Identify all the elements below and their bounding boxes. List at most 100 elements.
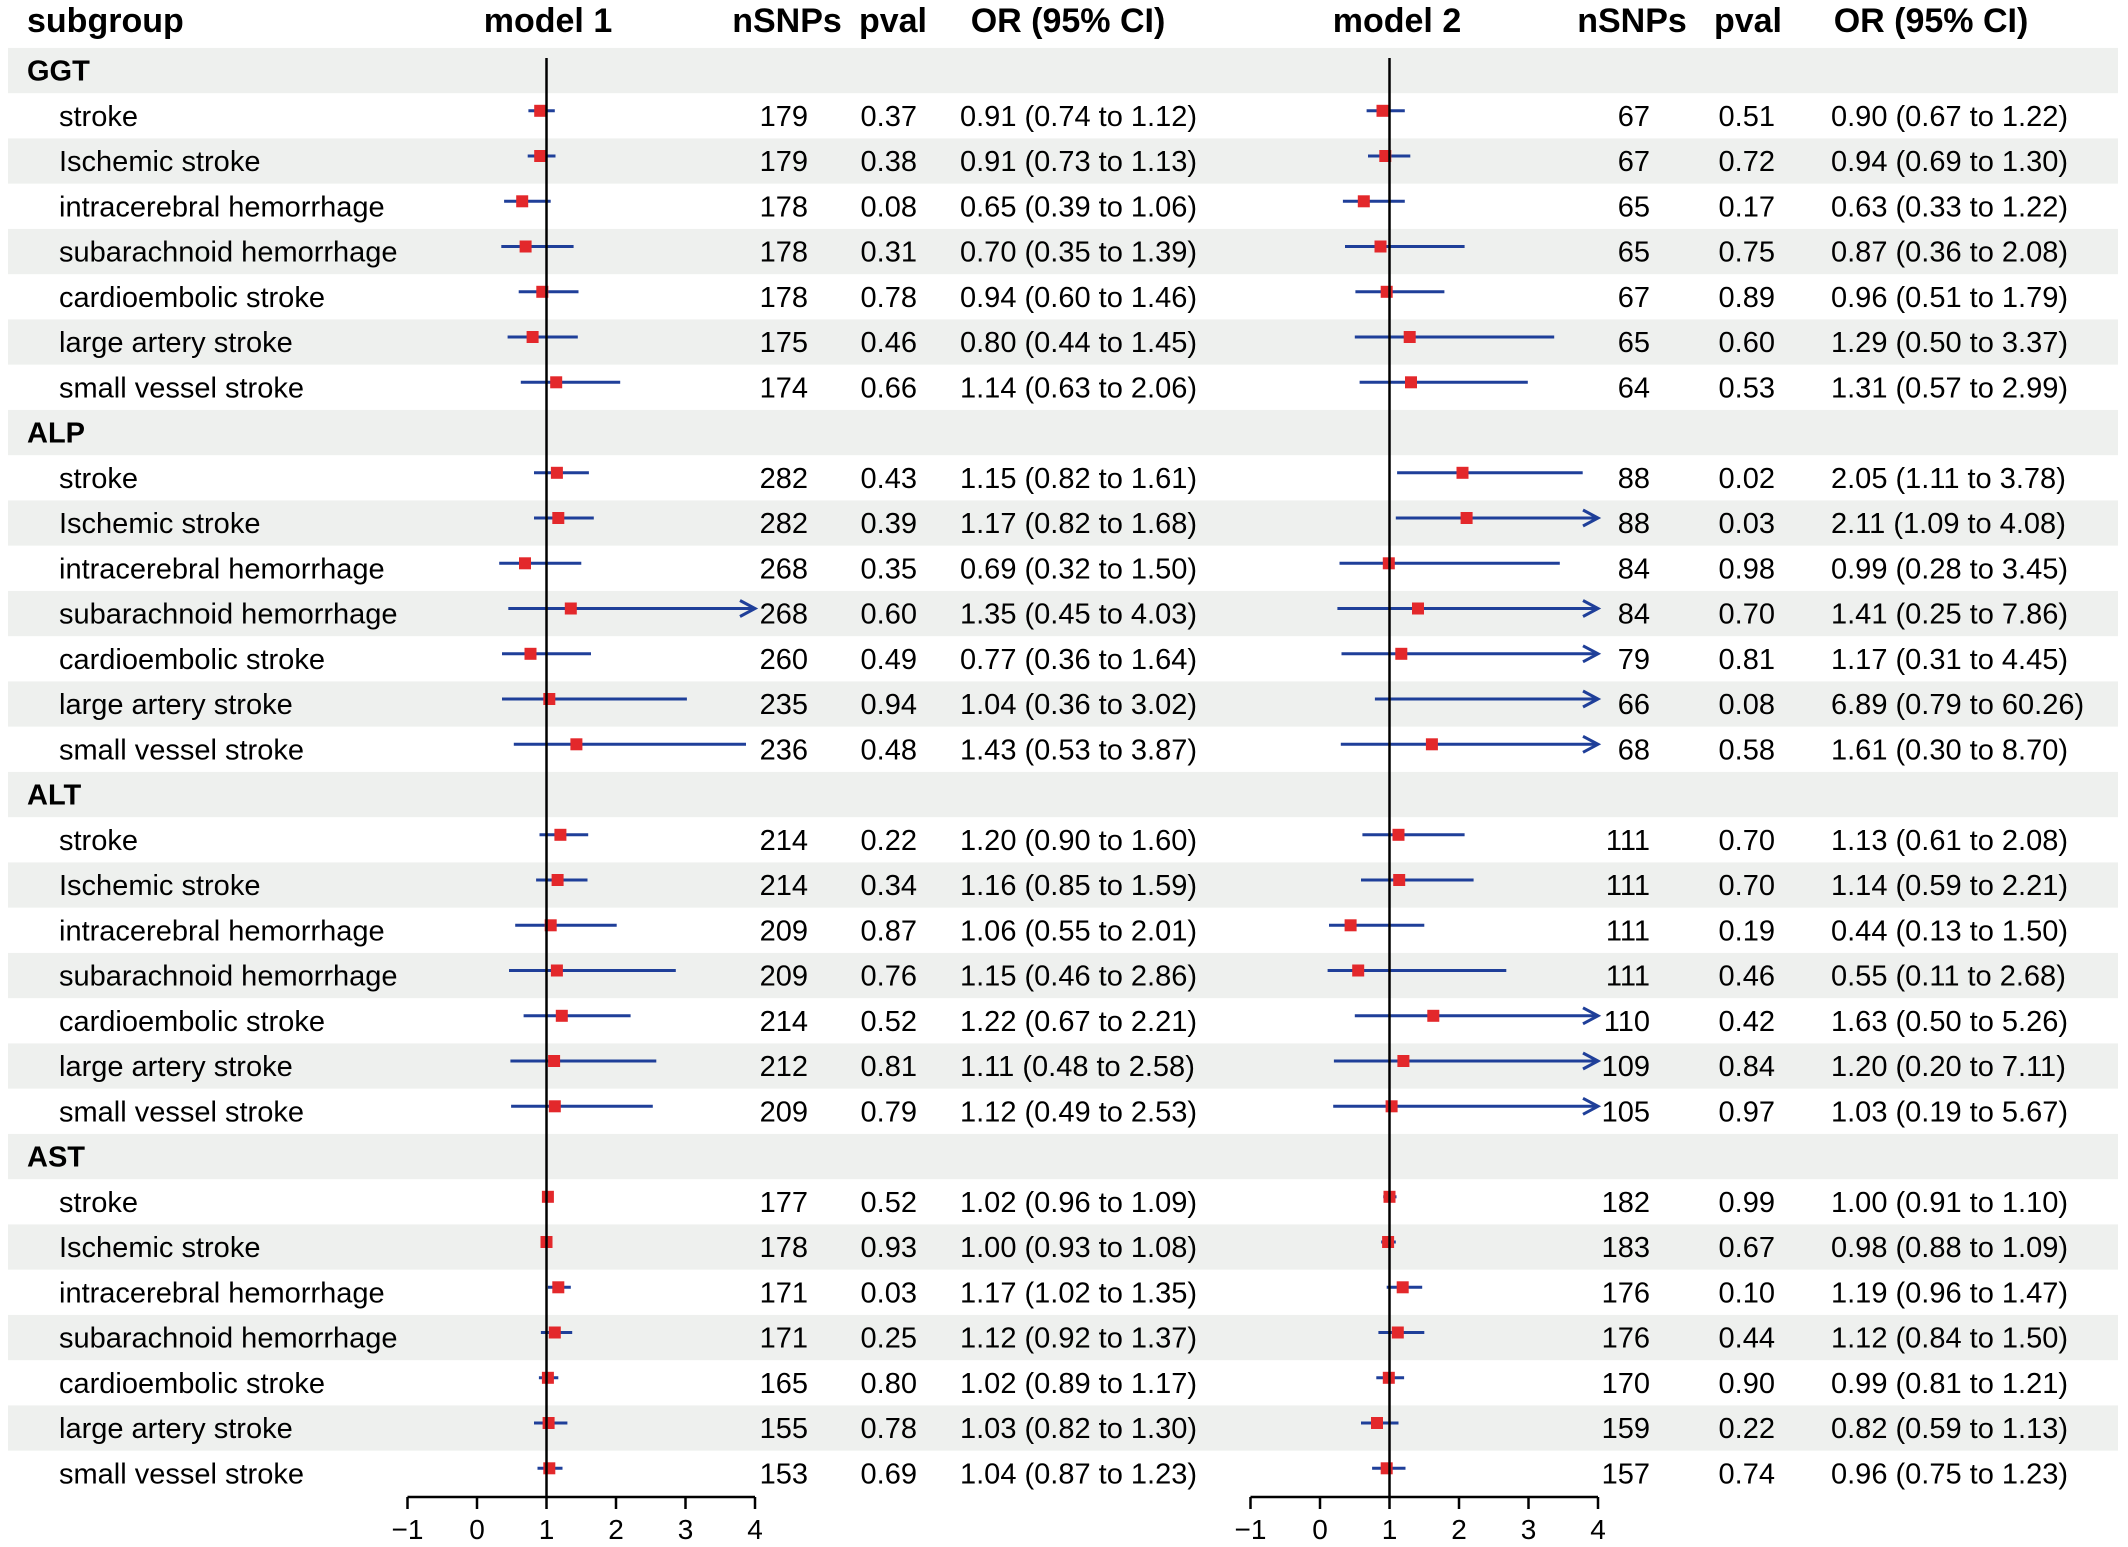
nsnps-m2: 111 [1606, 870, 1650, 902]
pval-m1: 0.31 [861, 237, 917, 269]
group-label: ALT [27, 780, 82, 812]
pval-m2: 0.60 [1719, 327, 1775, 359]
ci-arrow-m2 [1582, 1006, 1602, 1026]
row-band [8, 681, 2118, 727]
pval-m2: 0.44 [1719, 1323, 1775, 1355]
ci-arrow-m2 [1582, 689, 1602, 709]
header-pval-1: pval [859, 2, 927, 40]
subgroup-label: intracerebral hemorrhage [59, 553, 385, 585]
row-band [8, 1043, 2118, 1089]
point-estimate-m2 [1427, 1009, 1440, 1022]
subgroup-label: large artery stroke [59, 1051, 293, 1083]
pval-m2: 0.58 [1719, 734, 1775, 766]
x-tick-label-m1: −1 [392, 1514, 424, 1545]
or-ci-m1: 1.35 (0.45 to 4.03) [960, 599, 1197, 631]
point-estimate-m1 [548, 1326, 561, 1339]
row-band [8, 1224, 2118, 1270]
or-ci-m2: 1.03 (0.19 to 5.67) [1831, 1096, 2068, 1128]
pval-m2: 0.84 [1719, 1051, 1775, 1083]
or-ci-m2: 0.82 (0.59 to 1.13) [1831, 1413, 2068, 1445]
row-band [8, 1314, 2118, 1361]
pval-m2: 0.90 [1719, 1368, 1775, 1400]
nsnps-m1: 260 [760, 644, 808, 676]
pval-m2: 0.02 [1719, 463, 1775, 495]
group-label: GGT [27, 56, 90, 88]
nsnps-m1: 178 [760, 282, 808, 314]
pval-m1: 0.60 [861, 599, 917, 631]
or-ci-m2: 0.96 (0.51 to 1.79) [1831, 282, 2068, 314]
nsnps-m2: 109 [1602, 1051, 1650, 1083]
pval-m2: 0.75 [1719, 237, 1775, 269]
nsnps-m1: 171 [760, 1323, 808, 1355]
nsnps-m2: 68 [1618, 734, 1650, 766]
header-pval-2: pval [1714, 2, 1782, 40]
pval-m1: 0.46 [861, 327, 917, 359]
or-ci-m2: 1.61 (0.30 to 8.70) [1831, 734, 2068, 766]
point-estimate-m1 [541, 1190, 554, 1203]
or-ci-m2: 0.87 (0.36 to 2.08) [1831, 237, 2068, 269]
pval-m2: 0.03 [1719, 508, 1775, 540]
or-ci-m2: 0.63 (0.33 to 1.22) [1831, 191, 2068, 223]
or-ci-m1: 0.80 (0.44 to 1.45) [960, 327, 1197, 359]
or-ci-m1: 1.04 (0.87 to 1.23) [960, 1458, 1197, 1490]
nsnps-m1: 179 [760, 146, 808, 178]
nsnps-m2: 65 [1618, 237, 1650, 269]
nsnps-m2: 105 [1602, 1096, 1650, 1128]
subgroup-label: intracerebral hemorrhage [59, 1277, 385, 1309]
or-ci-m1: 0.91 (0.74 to 1.12) [960, 101, 1197, 133]
nsnps-m1: 209 [760, 915, 808, 947]
point-estimate-m1 [550, 376, 563, 389]
nsnps-m2: 64 [1618, 372, 1650, 404]
x-tick-label-m2: 4 [1590, 1514, 1606, 1545]
pval-m2: 0.81 [1719, 644, 1775, 676]
x-tick-label-m2: 1 [1382, 1514, 1398, 1545]
or-ci-m1: 1.22 (0.67 to 2.21) [960, 1006, 1197, 1038]
ci-arrow-m2 [1582, 734, 1602, 754]
pval-m1: 0.49 [861, 644, 917, 676]
or-ci-m2: 1.63 (0.50 to 5.26) [1831, 1006, 2068, 1038]
header-subgroup: subgroup [27, 2, 184, 40]
nsnps-m2: 110 [1604, 1006, 1650, 1038]
or-ci-m1: 1.02 (0.89 to 1.17) [960, 1368, 1197, 1400]
or-ci-m2: 0.90 (0.67 to 1.22) [1831, 101, 2068, 133]
or-ci-m1: 1.16 (0.85 to 1.59) [960, 870, 1197, 902]
pval-m1: 0.38 [861, 146, 917, 178]
nsnps-m1: 165 [760, 1368, 808, 1400]
nsnps-m1: 214 [760, 825, 808, 857]
nsnps-m2: 111 [1606, 825, 1650, 857]
ci-arrow-m2 [1582, 1051, 1602, 1071]
ci-arrow-m2 [1582, 508, 1602, 528]
point-estimate-m1 [570, 738, 583, 751]
subgroup-label: subarachnoid hemorrhage [59, 237, 398, 269]
or-ci-m1: 1.00 (0.93 to 1.08) [960, 1232, 1197, 1264]
or-ci-m1: 1.17 (0.82 to 1.68) [960, 508, 1197, 540]
or-ci-m2: 0.99 (0.28 to 3.45) [1831, 553, 2068, 585]
table-rows: GGT stroke 179 0.37 0.91 (0.74 to 1.12) 67 0.5… [27, 56, 2084, 1491]
point-estimate-m2 [1371, 1417, 1383, 1429]
point-estimate-m1 [542, 1417, 555, 1429]
pval-m1: 0.78 [861, 282, 917, 314]
point-estimate-m1 [543, 1462, 556, 1475]
subgroup-label: Ischemic stroke [59, 1232, 260, 1264]
point-estimate-m1 [524, 647, 537, 660]
row-band [8, 47, 2118, 94]
nsnps-m2: 67 [1618, 282, 1650, 314]
x-tick-label-m1: 2 [608, 1514, 624, 1545]
point-estimate-m2 [1357, 195, 1370, 208]
nsnps-m1: 171 [760, 1277, 808, 1309]
or-ci-m1: 0.94 (0.60 to 1.46) [960, 282, 1197, 314]
pval-m2: 0.98 [1719, 553, 1775, 585]
row-band [8, 138, 2118, 184]
nsnps-m1: 178 [760, 237, 808, 269]
or-ci-m2: 1.17 (0.31 to 4.45) [1831, 644, 2068, 676]
subgroup-label: stroke [59, 101, 138, 133]
pval-m1: 0.03 [861, 1277, 917, 1309]
subgroup-label: cardioembolic stroke [59, 1368, 325, 1400]
nsnps-m2: 84 [1618, 599, 1650, 631]
nsnps-m2: 159 [1602, 1413, 1650, 1445]
group-label: AST [27, 1142, 85, 1174]
nsnps-m2: 111 [1606, 961, 1650, 993]
nsnps-m2: 111 [1606, 915, 1650, 947]
or-ci-m1: 0.77 (0.36 to 1.64) [960, 644, 1197, 676]
